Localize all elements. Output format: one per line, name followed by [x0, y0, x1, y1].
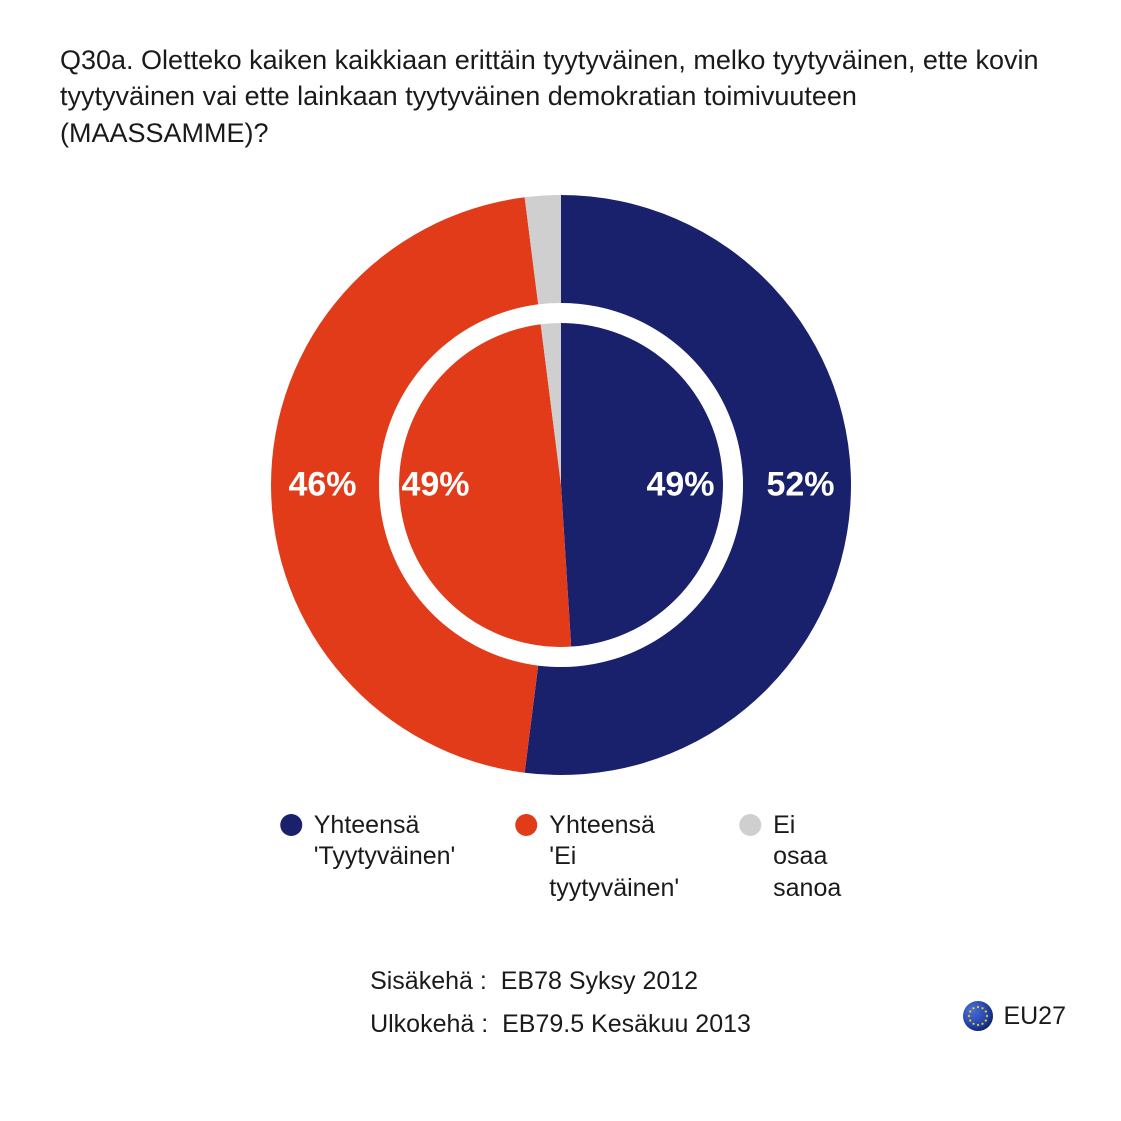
nested-donut-chart: 52% 46% 49% 49%	[271, 195, 851, 775]
legend-item-satisfied: Yhteensä 'Tyytyväinen'	[280, 810, 456, 873]
inner-ring-value: EB78 Syksy 2012	[501, 967, 698, 995]
legend-item-dontknow: Ei osaa sanoa	[739, 810, 841, 904]
legend-swatch	[515, 814, 537, 836]
outer-satisfied-pct: 52%	[766, 466, 834, 505]
eu-badge: EU27	[963, 1001, 1066, 1031]
outer-ring-note: Ulkokehä : EB79.5 Kesäkuu 2013	[370, 1003, 751, 1046]
outer-unsatisfied-pct: 46%	[288, 466, 356, 505]
eu-badge-label: EU27	[1003, 1002, 1066, 1031]
inner-ring-note: Sisäkehä : EB78 Syksy 2012	[370, 960, 751, 1003]
inner-unsatisfied-pct: 49%	[401, 466, 469, 505]
legend-label: Ei osaa sanoa	[773, 810, 841, 904]
legend: Yhteensä 'Tyytyväinen' Yhteensä 'Ei tyyt…	[280, 810, 841, 904]
outer-ring-value: EB79.5 Kesäkuu 2013	[502, 1010, 751, 1038]
footer-notes: Sisäkehä : EB78 Syksy 2012 Ulkokehä : EB…	[370, 960, 751, 1045]
legend-label: Yhteensä 'Tyytyväinen'	[314, 810, 456, 873]
legend-swatch	[280, 814, 302, 836]
inner-ring-prefix: Sisäkehä :	[370, 967, 487, 995]
question-title: Q30a. Oletteko kaiken kaikkiaan erittäin…	[60, 42, 1061, 151]
legend-label: Yhteensä 'Ei tyytyväinen'	[549, 810, 679, 904]
outer-ring-prefix: Ulkokehä :	[370, 1010, 488, 1038]
inner-satisfied-pct: 49%	[646, 466, 714, 505]
legend-swatch	[739, 814, 761, 836]
eu-flag-icon	[963, 1001, 993, 1031]
legend-item-unsatisfied: Yhteensä 'Ei tyytyväinen'	[515, 810, 679, 904]
